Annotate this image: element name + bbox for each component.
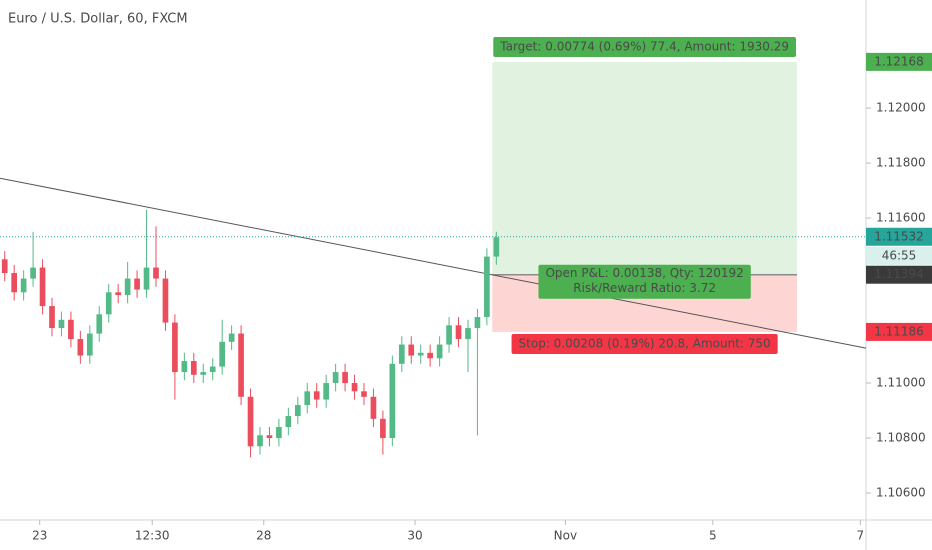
candle-body <box>30 267 36 279</box>
entry-price-label-bg <box>866 265 932 284</box>
candle-body <box>190 361 197 375</box>
candle-body <box>124 278 131 296</box>
candle-body <box>351 383 358 392</box>
y-tick-label: 1.10800 <box>876 431 926 445</box>
candle-body <box>39 267 46 307</box>
candle-body <box>455 325 462 340</box>
x-tick-label: 5 <box>709 529 717 543</box>
stop-price-label: 1.11186 <box>874 324 924 338</box>
current-price-label-bg <box>866 227 932 246</box>
candle-body <box>219 341 226 367</box>
target-label-bg <box>493 37 796 57</box>
candle-body <box>228 333 235 342</box>
candle-body <box>285 416 292 428</box>
candle-body <box>313 391 320 400</box>
stop-label-bg <box>511 334 778 354</box>
target-price-label: 1.12168 <box>874 54 924 68</box>
candle-body <box>398 344 405 364</box>
chart-title: Euro / U.S. Dollar, 60, FXCM <box>8 12 188 27</box>
pnl-text: Open P&L: 0.00138, Qty: 120192 <box>545 266 743 280</box>
y-tick-label: 1.10600 <box>876 486 926 500</box>
candle-body <box>474 317 481 329</box>
candle-body <box>1 259 8 274</box>
x-tick-label: 23 <box>32 529 47 543</box>
pnl-label: Open P&L: 0.00138, Qty: 120192Risk/Rewar… <box>538 264 751 299</box>
candle-body <box>427 352 433 359</box>
candle-body <box>96 314 103 334</box>
trend-line <box>0 177 867 349</box>
y-tick-label: 1.11600 <box>876 211 926 225</box>
y-tick-label: 1.12000 <box>876 101 926 115</box>
candle-body <box>238 333 244 397</box>
x-tick-label: 12:30 <box>135 529 170 543</box>
candle-body <box>162 278 169 323</box>
ratio-text: Risk/Reward Ratio: 3.72 <box>573 281 716 295</box>
stop-label-text: Stop: 0.00208 (0.19%) 20.8, Amount: 750 <box>519 337 771 351</box>
y-tick-label: 1.11800 <box>876 156 926 170</box>
candle-body <box>134 278 140 290</box>
candle-body <box>105 292 112 315</box>
candle-body <box>417 352 424 356</box>
stop-label: Stop: 0.00208 (0.19%) 20.8, Amount: 750 <box>511 334 778 354</box>
candle-body <box>77 339 84 356</box>
candle-body <box>172 322 178 373</box>
candle-body <box>49 306 55 329</box>
countdown-bg <box>866 246 932 265</box>
candle-body <box>332 372 339 384</box>
candle-body <box>153 267 159 279</box>
candle-body <box>484 256 490 318</box>
candle-body <box>200 372 207 375</box>
candle-body <box>143 267 150 290</box>
candle-body <box>58 319 65 329</box>
target-price-label-bg <box>866 52 932 71</box>
candle-body <box>247 396 254 447</box>
current-price-label: 1.11532 <box>874 229 924 243</box>
candle-body <box>323 383 330 400</box>
candle-body <box>181 361 188 373</box>
candle-body <box>294 405 301 417</box>
candle-body <box>68 319 74 340</box>
candle-body <box>446 325 452 345</box>
target-label-text: Target: 0.00774 (0.69%) 77.4, Amount: 19… <box>499 40 789 54</box>
candle-body <box>342 372 348 384</box>
candle-body <box>436 344 443 359</box>
candle-body <box>209 366 216 373</box>
candle-body <box>257 435 263 447</box>
stop-price-label-bg <box>866 322 932 341</box>
candle-body <box>408 344 415 356</box>
x-tick-label: Nov <box>554 529 577 543</box>
pnl-label-bg <box>538 264 751 299</box>
candle-body <box>389 363 396 439</box>
candle-body <box>276 427 282 439</box>
y-tick-label: 1.11000 <box>876 376 926 390</box>
candle-body <box>304 391 311 406</box>
x-tick-label: 30 <box>407 529 422 543</box>
x-tick-label: 28 <box>256 529 271 543</box>
target-label: Target: 0.00774 (0.69%) 77.4, Amount: 19… <box>493 37 796 57</box>
candle-body <box>266 435 273 439</box>
target-zone <box>492 61 797 275</box>
candle-body <box>361 391 367 397</box>
candle-body <box>493 237 500 257</box>
candle-body <box>380 418 386 439</box>
x-tick-label: 7 <box>857 529 865 543</box>
candle-body <box>370 396 377 419</box>
candle-body <box>20 278 27 293</box>
countdown: 46:55 <box>882 248 917 262</box>
candle-body <box>86 333 93 356</box>
entry-price-label: 1.11394 <box>874 267 924 281</box>
candle-body <box>11 273 18 293</box>
candle-body <box>115 292 122 296</box>
candle-body <box>465 328 471 340</box>
